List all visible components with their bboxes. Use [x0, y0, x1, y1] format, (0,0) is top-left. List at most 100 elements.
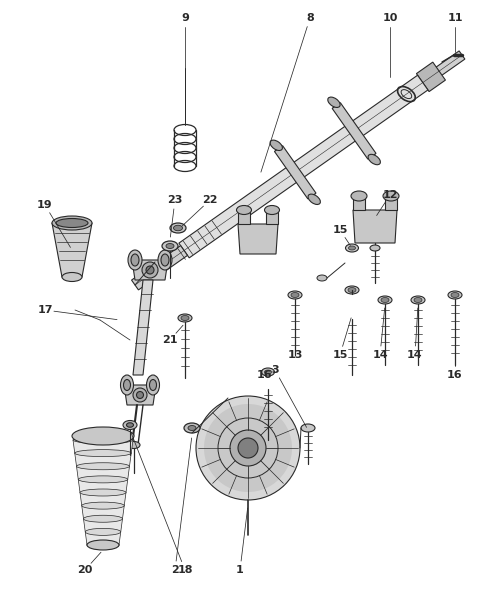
- Text: 2: 2: [171, 565, 179, 575]
- Ellipse shape: [181, 316, 189, 320]
- Text: 15: 15: [332, 350, 348, 360]
- Polygon shape: [238, 224, 278, 254]
- Text: 14: 14: [372, 350, 388, 360]
- Ellipse shape: [301, 424, 315, 432]
- Ellipse shape: [178, 314, 192, 322]
- Ellipse shape: [73, 437, 133, 443]
- Ellipse shape: [162, 241, 178, 251]
- Text: 11: 11: [447, 13, 463, 23]
- Text: 14: 14: [407, 350, 423, 360]
- Text: 3: 3: [271, 365, 279, 375]
- Ellipse shape: [161, 254, 169, 266]
- Polygon shape: [73, 440, 133, 453]
- Polygon shape: [84, 519, 122, 532]
- Text: 15: 15: [332, 225, 348, 235]
- Ellipse shape: [127, 423, 133, 427]
- Ellipse shape: [351, 191, 367, 201]
- Circle shape: [136, 392, 144, 398]
- Ellipse shape: [166, 244, 174, 249]
- Polygon shape: [357, 138, 375, 159]
- Polygon shape: [385, 198, 397, 210]
- Ellipse shape: [62, 273, 82, 282]
- Ellipse shape: [75, 450, 131, 456]
- Circle shape: [196, 396, 300, 500]
- Ellipse shape: [184, 423, 200, 433]
- Polygon shape: [179, 75, 428, 258]
- Polygon shape: [132, 260, 168, 280]
- Ellipse shape: [264, 205, 279, 214]
- Text: 8: 8: [306, 13, 314, 23]
- Ellipse shape: [170, 223, 186, 233]
- Ellipse shape: [52, 216, 92, 230]
- Ellipse shape: [149, 380, 156, 391]
- Polygon shape: [417, 62, 445, 92]
- Text: 18: 18: [177, 565, 193, 575]
- Ellipse shape: [72, 427, 134, 445]
- Ellipse shape: [128, 441, 140, 449]
- Ellipse shape: [87, 540, 119, 550]
- Ellipse shape: [237, 205, 252, 214]
- Ellipse shape: [146, 375, 159, 395]
- Polygon shape: [298, 179, 315, 198]
- Ellipse shape: [288, 291, 302, 299]
- Ellipse shape: [368, 155, 380, 165]
- Ellipse shape: [56, 219, 88, 228]
- Text: 9: 9: [181, 13, 189, 23]
- Text: 20: 20: [77, 565, 93, 575]
- Circle shape: [204, 404, 292, 492]
- Polygon shape: [133, 280, 153, 375]
- Ellipse shape: [414, 298, 422, 302]
- Ellipse shape: [131, 254, 139, 266]
- Ellipse shape: [188, 425, 196, 431]
- Ellipse shape: [308, 194, 320, 204]
- Ellipse shape: [76, 463, 130, 470]
- Polygon shape: [80, 492, 126, 506]
- Circle shape: [238, 438, 258, 458]
- Ellipse shape: [381, 298, 389, 302]
- Polygon shape: [85, 532, 121, 545]
- Ellipse shape: [84, 515, 122, 522]
- Polygon shape: [275, 146, 316, 199]
- Ellipse shape: [317, 275, 327, 281]
- Text: 21: 21: [162, 335, 178, 345]
- Ellipse shape: [370, 245, 380, 251]
- Text: 1: 1: [236, 565, 244, 575]
- Circle shape: [133, 388, 147, 402]
- Ellipse shape: [85, 528, 121, 536]
- Ellipse shape: [451, 292, 459, 298]
- Polygon shape: [332, 102, 376, 159]
- Ellipse shape: [345, 286, 359, 294]
- Ellipse shape: [173, 225, 182, 231]
- Polygon shape: [353, 198, 365, 210]
- Ellipse shape: [378, 296, 392, 304]
- Ellipse shape: [123, 420, 137, 429]
- Ellipse shape: [128, 250, 142, 270]
- Ellipse shape: [270, 140, 282, 150]
- Polygon shape: [275, 146, 292, 165]
- Ellipse shape: [291, 292, 299, 298]
- Polygon shape: [353, 210, 397, 243]
- Text: 12: 12: [382, 190, 398, 200]
- Ellipse shape: [262, 368, 275, 376]
- Text: 19: 19: [37, 200, 53, 210]
- Polygon shape: [333, 103, 351, 124]
- Polygon shape: [238, 212, 250, 224]
- Text: 16: 16: [447, 370, 463, 380]
- Ellipse shape: [448, 291, 462, 299]
- Ellipse shape: [120, 375, 133, 395]
- Circle shape: [230, 430, 266, 466]
- Text: 13: 13: [288, 350, 303, 360]
- Polygon shape: [266, 212, 278, 224]
- Text: 23: 23: [168, 195, 183, 205]
- Ellipse shape: [348, 288, 356, 292]
- Text: 17: 17: [37, 305, 53, 315]
- Polygon shape: [75, 453, 131, 466]
- Ellipse shape: [80, 489, 126, 496]
- Ellipse shape: [78, 476, 128, 483]
- Polygon shape: [52, 223, 92, 277]
- Ellipse shape: [87, 541, 119, 549]
- Ellipse shape: [123, 380, 131, 391]
- Ellipse shape: [346, 244, 359, 252]
- Text: 10: 10: [382, 13, 398, 23]
- Ellipse shape: [82, 502, 124, 509]
